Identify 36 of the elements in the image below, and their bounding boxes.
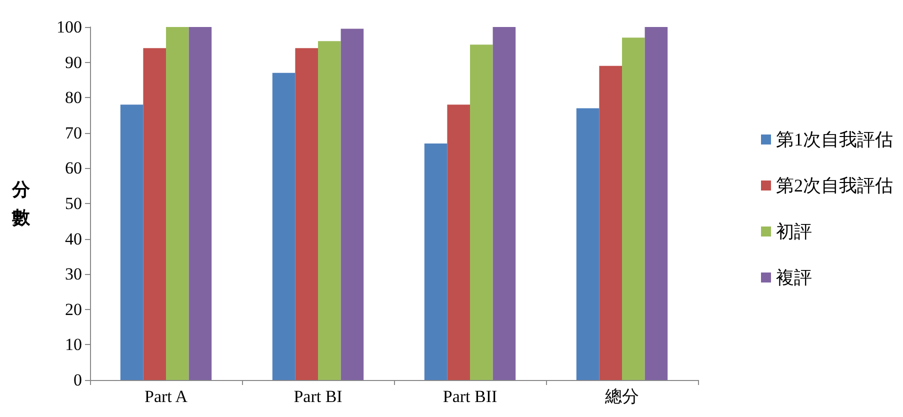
y-tick-label: 90 bbox=[65, 52, 82, 72]
x-tick-label: Part BII bbox=[442, 387, 498, 406]
bar bbox=[166, 27, 189, 380]
bar bbox=[492, 27, 516, 380]
bar bbox=[295, 48, 318, 380]
bar bbox=[340, 28, 364, 380]
bar bbox=[622, 38, 645, 380]
x-tick-label: Part A bbox=[144, 387, 188, 406]
y-tick-label: 100 bbox=[56, 18, 82, 36]
legend-label: 初評 bbox=[776, 222, 812, 242]
bar bbox=[599, 66, 622, 380]
bar bbox=[272, 72, 296, 380]
y-tick-label: 10 bbox=[65, 335, 82, 354]
bar bbox=[424, 143, 448, 380]
bar bbox=[120, 104, 144, 380]
bar bbox=[644, 27, 668, 380]
y-tick-label: 0 bbox=[74, 370, 82, 390]
y-tick-label: 60 bbox=[65, 158, 82, 178]
bar bbox=[143, 48, 166, 380]
x-tick-label: Part BI bbox=[294, 387, 343, 406]
y-axis-title: 分數 bbox=[11, 180, 31, 228]
bar bbox=[447, 104, 470, 380]
legend-label: 複評 bbox=[776, 268, 812, 288]
y-tick-label: 80 bbox=[65, 88, 82, 108]
y-tick-label: 70 bbox=[65, 123, 82, 142]
y-tick-label: 20 bbox=[65, 300, 82, 319]
bar bbox=[576, 108, 600, 380]
bar bbox=[188, 27, 212, 380]
x-tick-label: 總分 bbox=[604, 387, 639, 406]
y-tick-label: 40 bbox=[65, 229, 82, 248]
legend-label: 第2次自我評估 bbox=[776, 176, 893, 196]
y-tick-label: 50 bbox=[65, 194, 82, 213]
bar bbox=[318, 41, 341, 380]
bar bbox=[470, 44, 493, 380]
y-tick-label: 30 bbox=[65, 264, 82, 284]
legend-label: 第1次自我評估 bbox=[776, 130, 893, 150]
